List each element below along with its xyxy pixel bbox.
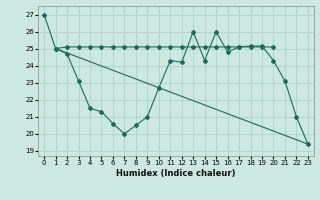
X-axis label: Humidex (Indice chaleur): Humidex (Indice chaleur) xyxy=(116,169,236,178)
